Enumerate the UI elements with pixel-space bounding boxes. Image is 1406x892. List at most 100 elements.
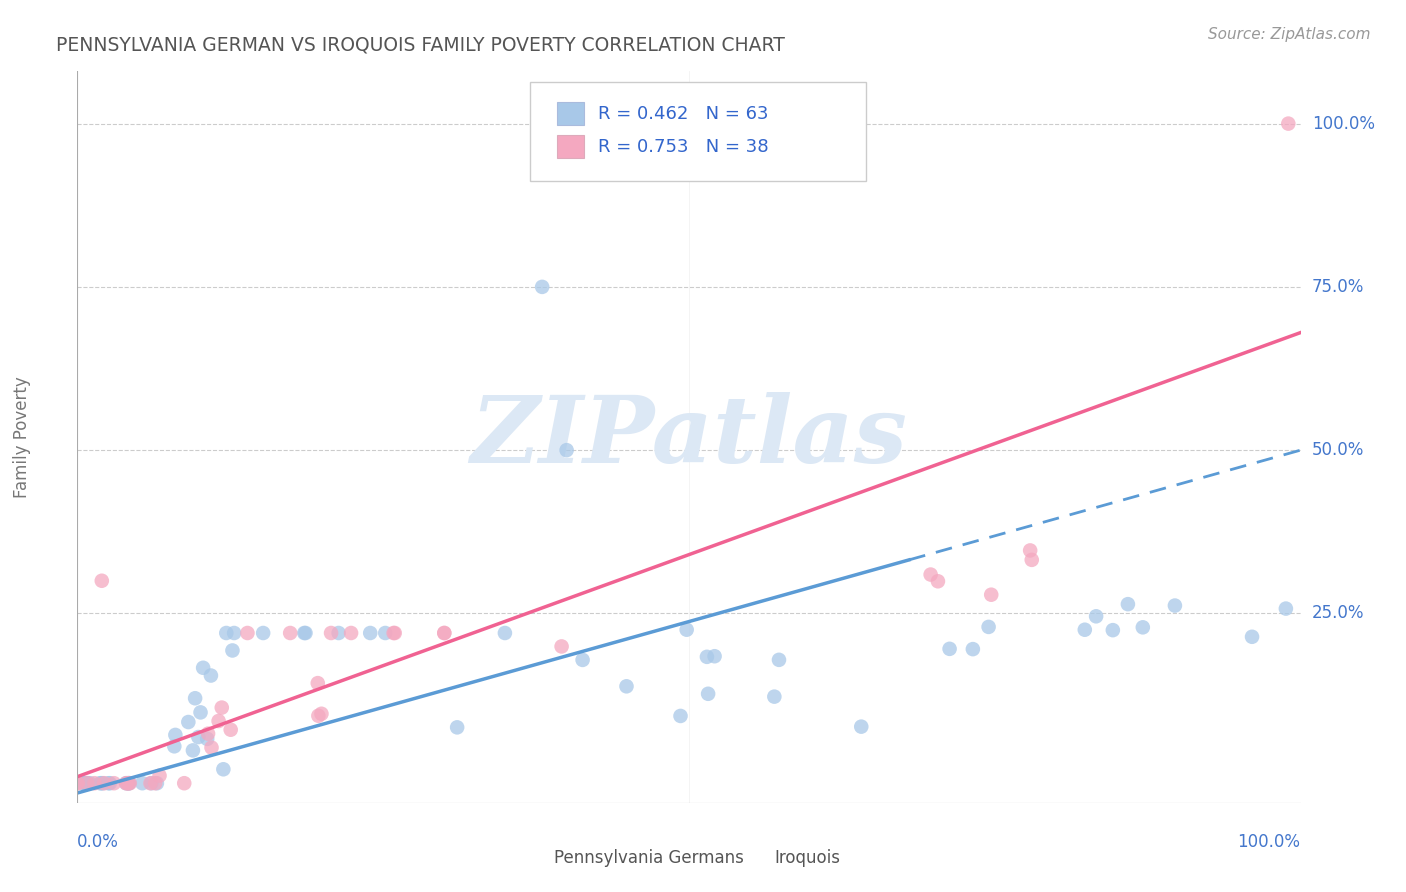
Point	[181, 743, 204, 757]
FancyBboxPatch shape	[738, 849, 769, 871]
Point	[1019, 543, 1042, 558]
Point	[146, 776, 169, 790]
Text: Pennsylvania Germans: Pennsylvania Germans	[554, 848, 744, 867]
Point	[75, 776, 97, 790]
Point	[980, 588, 1002, 602]
Point	[851, 720, 873, 734]
Point	[131, 776, 153, 790]
Point	[433, 626, 456, 640]
Point	[66, 776, 89, 790]
Point	[555, 443, 578, 458]
Point	[115, 776, 138, 790]
Point	[374, 626, 396, 640]
Point	[141, 776, 163, 790]
Point	[384, 626, 406, 640]
Point	[1085, 609, 1108, 624]
Point	[90, 776, 112, 790]
Point	[768, 653, 790, 667]
Point	[75, 776, 97, 790]
Text: Iroquois: Iroquois	[775, 848, 841, 867]
Text: 25.0%: 25.0%	[1312, 605, 1364, 623]
Point	[1132, 620, 1154, 634]
Point	[93, 776, 115, 790]
Point	[184, 691, 207, 706]
Point	[73, 776, 96, 790]
Point	[90, 574, 112, 588]
Point	[669, 709, 692, 723]
Point	[571, 653, 593, 667]
Point	[215, 626, 238, 640]
Point	[1074, 623, 1097, 637]
Point	[118, 776, 141, 790]
Point	[190, 706, 212, 720]
Point	[117, 776, 139, 790]
Point	[177, 714, 200, 729]
Point	[920, 567, 942, 582]
Point	[165, 728, 187, 742]
Point	[89, 776, 111, 790]
FancyBboxPatch shape	[530, 82, 866, 181]
Point	[117, 776, 139, 790]
Point	[1116, 597, 1139, 611]
Point	[200, 668, 222, 682]
FancyBboxPatch shape	[557, 135, 583, 159]
Point	[927, 574, 949, 589]
Text: R = 0.753   N = 38: R = 0.753 N = 38	[599, 137, 769, 156]
Point	[433, 626, 456, 640]
Point	[311, 706, 333, 721]
Point	[1275, 601, 1298, 615]
Point	[1164, 599, 1187, 613]
Point	[494, 626, 516, 640]
Point	[675, 623, 697, 637]
Point	[703, 649, 725, 664]
Text: ZIPatlas: ZIPatlas	[471, 392, 907, 482]
Point	[143, 776, 166, 790]
Point	[1277, 117, 1299, 131]
Point	[616, 679, 638, 693]
Point	[191, 661, 214, 675]
Point	[200, 740, 222, 755]
Point	[207, 714, 229, 728]
Point	[382, 626, 405, 640]
Point	[236, 626, 259, 640]
Text: Family Poverty: Family Poverty	[13, 376, 31, 498]
Point	[977, 620, 1000, 634]
Point	[103, 776, 125, 790]
Point	[76, 776, 98, 790]
Point	[340, 626, 363, 640]
Point	[118, 776, 141, 790]
Text: PENNSYLVANIA GERMAN VS IROQUOIS FAMILY POVERTY CORRELATION CHART: PENNSYLVANIA GERMAN VS IROQUOIS FAMILY P…	[56, 36, 785, 54]
Point	[938, 641, 960, 656]
Point	[328, 626, 350, 640]
Point	[115, 776, 138, 790]
Point	[294, 626, 316, 640]
Text: R = 0.462   N = 63: R = 0.462 N = 63	[599, 104, 769, 123]
Point	[212, 762, 235, 776]
Point	[319, 626, 342, 640]
Point	[1021, 553, 1043, 567]
Point	[1101, 623, 1123, 637]
Point	[72, 776, 94, 790]
FancyBboxPatch shape	[517, 849, 548, 871]
Point	[763, 690, 786, 704]
Text: 100.0%: 100.0%	[1312, 114, 1375, 133]
Text: 0.0%: 0.0%	[77, 833, 120, 851]
Point	[197, 726, 219, 740]
Point	[219, 723, 242, 737]
Point	[97, 776, 120, 790]
Point	[446, 720, 468, 734]
Point	[148, 769, 170, 783]
Point	[187, 730, 209, 744]
FancyBboxPatch shape	[557, 102, 583, 126]
Point	[550, 640, 572, 654]
Point	[117, 776, 139, 790]
Point	[252, 626, 274, 640]
Point	[98, 776, 121, 790]
Point	[211, 700, 233, 714]
Text: 100.0%: 100.0%	[1237, 833, 1301, 851]
Point	[79, 776, 101, 790]
Point	[697, 687, 720, 701]
Point	[91, 776, 114, 790]
Point	[531, 280, 554, 294]
Point	[173, 776, 195, 790]
